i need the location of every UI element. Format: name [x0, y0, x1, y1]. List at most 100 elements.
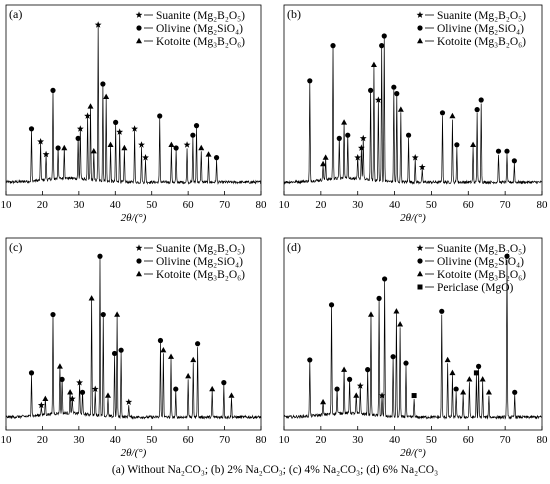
- panel-c-panel-label: (c): [9, 240, 22, 254]
- panel-c-peak-marker-11: [91, 385, 99, 392]
- panel-a-plot-frame: [5, 4, 262, 196]
- panel-a-peak-marker-11: [94, 21, 102, 28]
- panel-d-x-tick-label-20: 20: [315, 434, 327, 446]
- panel-c-peak-marker-27: [221, 380, 227, 386]
- panel-d-peak-marker-19: [444, 356, 451, 363]
- panel-d-legend-text-1: Olivine (Mg₂SiO₄): [437, 256, 524, 268]
- panel-b-peak-marker-3: [330, 43, 336, 49]
- panel-b-panel-label: (b): [287, 7, 301, 21]
- panel-a-peak-marker-0: [28, 126, 35, 132]
- panel-a-x-tick-label-10: 10: [1, 199, 13, 211]
- panel-d-x-tick-label-80: 80: [537, 434, 549, 446]
- panel-d-legend-text-0: Suanite (Mg₂B₂O₅): [437, 243, 526, 255]
- panel-c-peak-marker-7: [68, 395, 76, 402]
- panel-d-x-tick-label-60: 60: [463, 434, 475, 446]
- panel-b-peak-marker-12: [374, 96, 382, 103]
- panel-b-peak-marker-18: [405, 132, 412, 138]
- panel-a-peak-marker-6: [75, 135, 81, 141]
- panel-b-legend-marker-2: [417, 37, 423, 44]
- panel-c-legend-text-0: Suanite (Mg₂B₂O₅): [156, 243, 245, 255]
- panel-d-peak-marker-23: [466, 376, 473, 382]
- panel-a-panel-label: (a): [9, 7, 22, 21]
- panel-a-peak-marker-10: [90, 148, 97, 154]
- panel-c-peak-marker-28: [228, 392, 235, 398]
- panel-d-peak-marker-2: [328, 302, 335, 308]
- panel-b-peak-marker-13: [379, 43, 385, 49]
- panel-b-peak-marker-7: [354, 154, 362, 161]
- panel-c-peak-marker-13: [100, 311, 106, 318]
- panel-a-peak-marker-20: [142, 154, 149, 161]
- panel-b-legend-marker-0: [416, 11, 424, 18]
- panel-d-peak-marker-22: [460, 389, 467, 395]
- panel-a-peak-marker-5: [61, 144, 68, 151]
- panel-b-peak-marker-11: [370, 61, 377, 67]
- panel-b-peak-marker-0: [307, 78, 313, 84]
- panel-d-peak-marker-9: [367, 311, 374, 317]
- panel-b-peak-marker-21: [439, 110, 446, 116]
- panel-c-peak-marker-25: [195, 341, 201, 347]
- panel-d-peak-marker-12: [382, 276, 388, 282]
- panel-d-legend-text-3: Periclase (MgO): [437, 282, 513, 294]
- panel-a-legend-marker-0: [135, 11, 143, 18]
- panel-d-legend-marker-0: [416, 244, 424, 251]
- panel-c-peak-marker-1: [37, 401, 45, 409]
- panel-d-peak-marker-8: [365, 367, 371, 373]
- panel-b-peak-marker-27: [495, 148, 502, 154]
- panel-c-x-tick-label-30: 30: [73, 434, 85, 446]
- panel-b-x-tick-label-70: 70: [500, 199, 512, 211]
- panel-a-peak-marker-9: [87, 103, 94, 109]
- panel-a-peak-marker-25: [190, 132, 196, 138]
- panel-a-peak-marker-29: [213, 155, 220, 161]
- panel-d-peak-marker-17: [411, 393, 417, 399]
- panel-c-peak-marker-19: [157, 337, 164, 344]
- panel-c-peak-marker-22: [173, 386, 179, 392]
- panel-d-peak-marker-1: [320, 398, 327, 405]
- panel-a-xrd-pattern-line: [5, 24, 262, 185]
- panel-b-peak-marker-20: [418, 163, 426, 171]
- panel-c-peak-marker-17: [118, 347, 124, 353]
- panel-b-x-tick-label-30: 30: [352, 199, 364, 211]
- panel-c-x-tick-label-10: 10: [1, 434, 13, 446]
- panel-d-peak-marker-25: [476, 363, 482, 369]
- panel-d-xrd-pattern-line: [283, 259, 543, 420]
- panel-c-x-tick-label-80: 80: [256, 434, 268, 446]
- panel-a-legend-text-1: Olivine (Mg₂SiO₄): [156, 23, 243, 35]
- panel-a-x-tick-label-80: 80: [256, 199, 268, 211]
- panel-c-peak-marker-24: [190, 356, 197, 363]
- panel-c-legend-text-2: Kotoite (Mg₃B₂O₆): [156, 269, 245, 281]
- panel-d-peak-marker-0: [307, 357, 313, 363]
- panel-d-panel-label: (d): [287, 240, 301, 254]
- panel-a-x-tick-label-60: 60: [183, 199, 195, 211]
- panel-c-peak-marker-14: [105, 392, 111, 398]
- panel-c-plot-frame: [5, 237, 262, 431]
- panel-b-xrd-pattern-line: [283, 37, 543, 185]
- panel-c-x-axis-title: 2θ/(°): [121, 447, 147, 459]
- panel-b-peak-marker-6: [345, 132, 351, 138]
- panel-b-x-tick-label-80: 80: [537, 199, 549, 211]
- panel-c-peak-marker-6: [67, 389, 74, 395]
- panel-d-peak-marker-29: [512, 389, 518, 395]
- panel-b-x-tick-label-60: 60: [463, 199, 475, 211]
- panel-c-peak-marker-8: [76, 379, 84, 386]
- panel-b-x-tick-label-50: 50: [426, 199, 438, 211]
- panel-b-peak-marker-29: [511, 158, 517, 164]
- panel-c-peak-marker-15: [111, 350, 118, 357]
- panel-a-peak-marker-4: [55, 145, 61, 151]
- panel-b-peak-marker-16: [394, 91, 400, 97]
- panel-d-x-tick-label-10: 10: [279, 434, 291, 446]
- panel-a-peak-marker-26: [193, 123, 200, 129]
- panel-d-peak-marker-10: [376, 295, 382, 301]
- panel-c-legend-marker-1: [136, 258, 142, 264]
- panel-d-x-tick-label-50: 50: [426, 434, 438, 446]
- panel-c-peak-marker-3: [50, 311, 56, 318]
- panel-a-peak-marker-1: [37, 138, 45, 145]
- panel-b-legend-marker-1: [417, 25, 423, 31]
- panel-b-peak-marker-10: [368, 87, 374, 93]
- panel-b-plot-frame: [283, 4, 543, 196]
- panel-a-peak-marker-16: [116, 128, 124, 135]
- panel-a-peak-marker-22: [168, 141, 175, 147]
- panel-c-peak-marker-0: [28, 370, 35, 376]
- panel-c-peak-marker-26: [209, 385, 216, 392]
- panel-d-peak-marker-15: [397, 321, 404, 327]
- panel-b-peak-marker-25: [474, 107, 480, 113]
